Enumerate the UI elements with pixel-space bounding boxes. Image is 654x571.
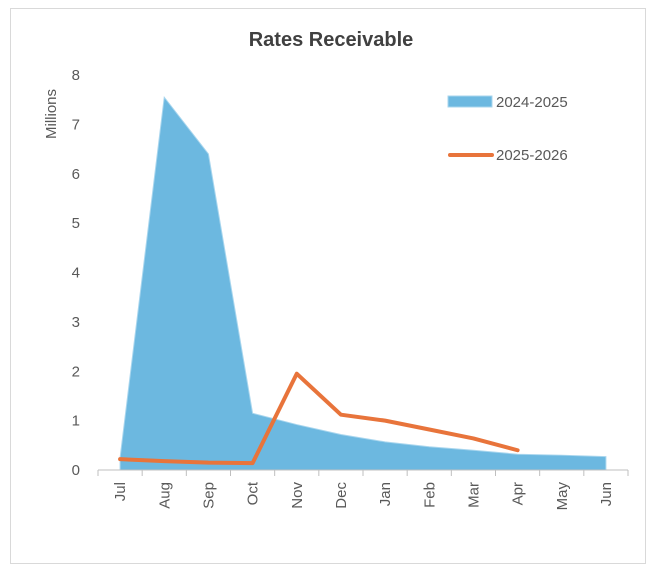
y-tick-label: 0 [72,462,80,479]
x-tick-label: Apr [510,482,527,505]
y-tick-label: 8 [72,67,80,84]
y-tick-label: 1 [72,413,80,430]
x-tick-label: Dec [333,482,350,509]
y-tick-label: 4 [72,265,80,282]
line-series-2025-2026 [118,371,520,466]
x-tick-label: Jan [377,482,394,506]
x-tick-label: Jun [598,482,615,506]
y-tick-label: 2 [72,363,80,380]
y-tick-label: 7 [72,116,80,133]
x-tick-label: Nov [289,482,306,509]
area-series-2024-2025 [119,95,607,471]
x-tick-label: Mar [465,482,482,508]
legend-swatch-2024-2025 [447,95,493,108]
x-tick-label: May [554,482,571,511]
x-tick-label: Aug [156,482,173,509]
y-tick-label: 5 [72,215,80,232]
legend-label-2025-2026: 2025-2026 [496,147,568,164]
legend-label-2024-2025: 2024-2025 [496,94,568,111]
x-tick-label: Oct [245,481,262,505]
x-tick-label: Sep [200,482,217,509]
x-tick-label: Jul [112,482,129,501]
x-tick-label: Feb [421,482,438,508]
chart-title: Rates Receivable [249,29,414,51]
y-tick-label: 6 [72,166,80,183]
y-axis-label: Millions [43,89,60,139]
y-tick-label: 3 [72,314,80,331]
